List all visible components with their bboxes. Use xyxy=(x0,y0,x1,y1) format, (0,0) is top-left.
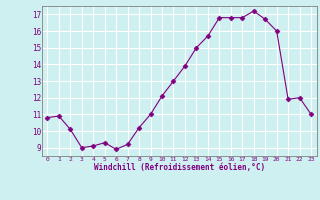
X-axis label: Windchill (Refroidissement éolien,°C): Windchill (Refroidissement éolien,°C) xyxy=(94,163,265,172)
